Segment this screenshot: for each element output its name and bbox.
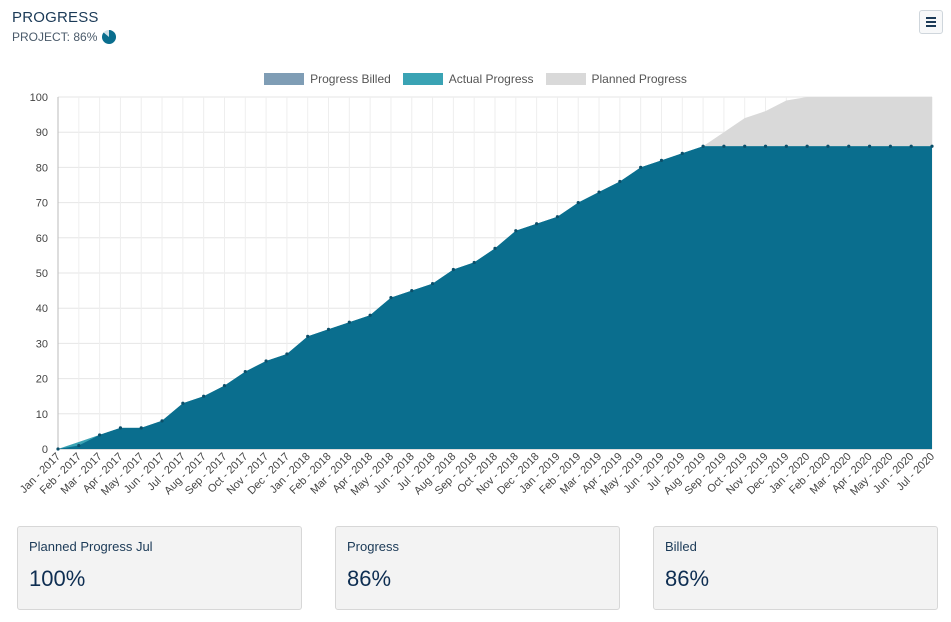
data-point [535, 222, 539, 226]
legend-label: Actual Progress [448, 72, 534, 86]
data-point [597, 190, 601, 194]
data-point [160, 419, 164, 423]
hamburger-icon [926, 16, 936, 28]
card-label: Billed [665, 539, 697, 554]
data-point [347, 320, 351, 324]
card-billed: Billed 86% [653, 526, 938, 610]
y-axis: 0 10 20 30 40 50 60 70 80 90 100 [30, 92, 48, 456]
data-point [826, 144, 830, 148]
data-point [139, 426, 143, 430]
data-point [222, 384, 227, 388]
data-point [264, 359, 268, 363]
header: PROGRESS PROJECT: 86% [12, 9, 117, 45]
legend-label: Progress Billed [310, 72, 391, 86]
card-value: 86% [347, 566, 392, 591]
data-point [472, 260, 476, 265]
card-progress: Progress 86% [335, 526, 620, 610]
data-point [743, 144, 747, 148]
data-point [285, 352, 289, 356]
data-point [784, 144, 788, 148]
data-point [451, 267, 455, 272]
y-tick-label: 90 [36, 127, 48, 139]
y-tick-label: 70 [36, 198, 48, 210]
y-tick-label: 60 [36, 233, 48, 245]
chart-legend: Progress Billed Actual Progress Planned … [0, 72, 951, 86]
y-tick-label: 0 [42, 444, 48, 456]
data-point [555, 215, 560, 219]
data-point [410, 289, 414, 293]
y-tick-label: 30 [36, 338, 48, 350]
legend-item-planned-progress[interactable]: Planned Progress [545, 72, 687, 86]
data-point [306, 334, 310, 338]
y-tick-label: 20 [36, 374, 48, 386]
chart-areas [58, 97, 932, 450]
legend-swatch [264, 73, 305, 85]
card-value: 100% [29, 566, 86, 591]
card-value: 86% [665, 566, 710, 591]
area-progress-billed [58, 146, 932, 450]
data-point [888, 144, 892, 148]
data-point [847, 144, 851, 148]
data-point [202, 394, 206, 398]
data-point [805, 144, 809, 148]
chart-menu-button[interactable] [919, 10, 943, 34]
y-tick-label: 10 [36, 409, 48, 421]
data-point [763, 144, 768, 148]
data-point [326, 327, 331, 331]
data-point [909, 144, 913, 148]
data-point [389, 296, 393, 300]
data-point [680, 151, 684, 155]
project-progress: PROJECT: 86% [12, 29, 117, 45]
data-point [639, 165, 643, 169]
data-point [514, 229, 518, 233]
summary-cards: Planned Progress Jul 100% Progress 86% B… [17, 526, 938, 610]
data-point [430, 281, 435, 286]
data-point [181, 401, 185, 405]
data-point [576, 201, 580, 205]
chart-points [56, 144, 934, 451]
data-point [659, 158, 664, 162]
legend-item-progress-billed[interactable]: Progress Billed [264, 72, 391, 86]
card-label: Planned Progress Jul [29, 539, 153, 554]
data-point [701, 144, 705, 148]
y-tick-label: 50 [36, 268, 48, 280]
y-tick-label: 40 [36, 303, 48, 315]
page-title: PROGRESS [12, 9, 99, 26]
data-point [867, 144, 872, 148]
project-progress-label: PROJECT: 86% [12, 30, 98, 44]
data-point [118, 426, 123, 430]
data-point [56, 447, 60, 451]
data-point [368, 313, 372, 317]
data-point [493, 246, 497, 250]
legend-item-actual-progress[interactable]: Actual Progress [402, 72, 534, 86]
card-label: Progress [347, 539, 400, 554]
y-tick-label: 80 [36, 162, 48, 174]
pie-chart-icon [102, 29, 117, 44]
data-point [930, 144, 934, 148]
legend-swatch [545, 73, 586, 85]
data-point [722, 144, 726, 148]
data-point [77, 443, 81, 448]
data-point [98, 433, 102, 437]
legend-swatch [402, 73, 443, 85]
data-point [618, 179, 622, 184]
data-point [243, 369, 247, 374]
card-planned-progress: Planned Progress Jul 100% [17, 526, 302, 610]
legend-label: Planned Progress [591, 72, 687, 86]
y-tick-label: 100 [30, 92, 48, 104]
